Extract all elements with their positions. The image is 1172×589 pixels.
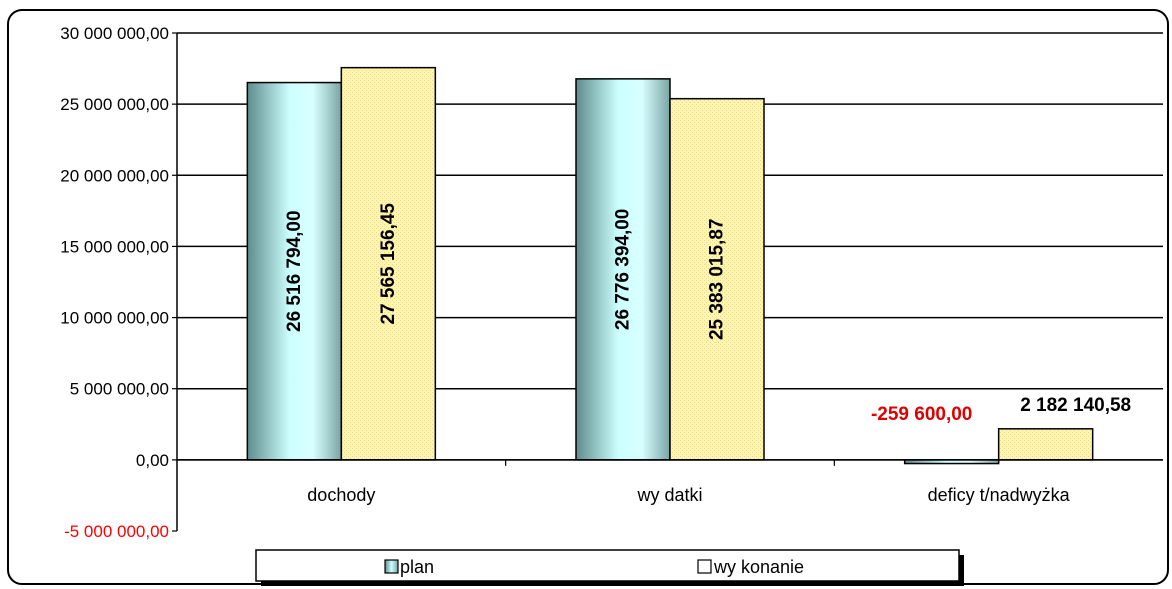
bars xyxy=(246,66,1094,465)
value-label: 26 516 794,00 xyxy=(284,210,305,332)
legend-swatch-wykonanie xyxy=(697,559,712,574)
legend-label-wykonanie: wy konanie xyxy=(713,557,804,577)
y-tick-label: 5 000 000,00 xyxy=(70,380,169,399)
value-label: 27 565 156,45 xyxy=(378,203,399,325)
category-labels: dochody wy datki deficy t/nadwyżka xyxy=(307,485,1070,505)
y-tick-label: 20 000 000,00 xyxy=(60,166,169,185)
bar-wykonanie-2 xyxy=(997,428,1094,461)
bar-wykonanie-1 xyxy=(669,97,765,461)
value-label: 26 776 394,00 xyxy=(613,209,634,331)
y-tick-label: -5 000 000,00 xyxy=(64,522,169,541)
value-label: 25 383 015,87 xyxy=(707,219,728,341)
axes xyxy=(176,33,1163,531)
y-axis-ticks: 30 000 000,00 25 000 000,00 20 000 000,00 1… xyxy=(60,24,177,541)
y-tick-label: 15 000 000,00 xyxy=(60,237,169,256)
value-labels: 26 516 794,00 27 565 156,45 26 776 394,00 2… xyxy=(284,203,1131,425)
category-label: dochody xyxy=(307,485,375,505)
category-label: deficy t/nadwyżka xyxy=(928,485,1071,505)
category-label: wy datki xyxy=(636,485,702,505)
value-label: 2 182 140,58 xyxy=(1020,395,1131,416)
y-tick-label: 30 000 000,00 xyxy=(60,24,169,43)
y-tick-label: 25 000 000,00 xyxy=(60,95,169,114)
bar-plan-1 xyxy=(575,78,671,461)
legend: plan wy konanie xyxy=(255,549,964,586)
bar-wykonanie-0 xyxy=(340,66,437,461)
legend-label-plan: plan xyxy=(400,557,434,577)
legend-swatch-plan xyxy=(384,559,399,574)
bar-plan-0 xyxy=(246,81,343,461)
y-tick-label: 0,00 xyxy=(136,451,169,470)
legend-box xyxy=(255,549,960,582)
value-label: -259 600,00 xyxy=(871,404,972,425)
y-tick-label: 10 000 000,00 xyxy=(60,309,169,328)
